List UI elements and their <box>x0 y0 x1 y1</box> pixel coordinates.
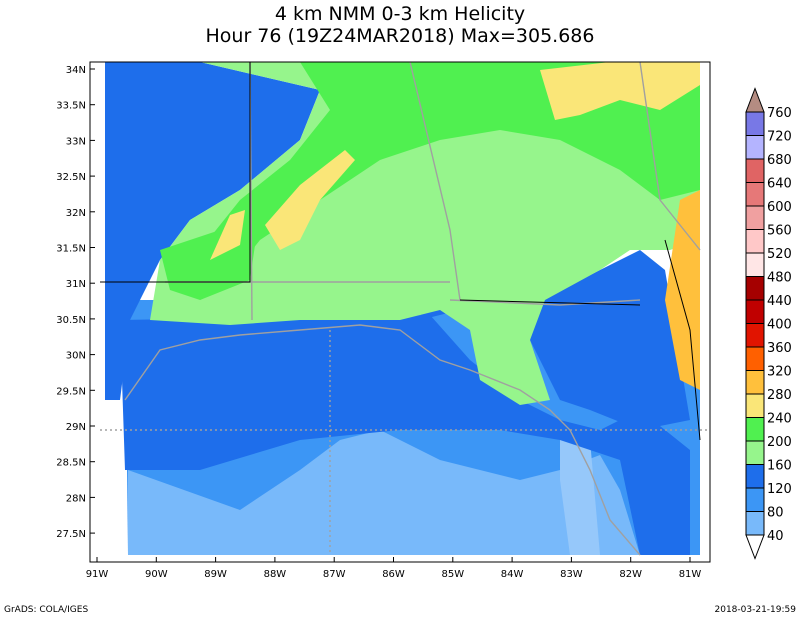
lat-label: 33N <box>66 136 86 147</box>
colorbar-box <box>745 323 765 348</box>
lon-label: 84W <box>501 569 524 580</box>
colorbar-box <box>745 135 765 160</box>
colorbar-label: 40 <box>767 529 784 544</box>
lon-label: 82W <box>619 569 642 580</box>
colorbar-label: 320 <box>767 365 792 380</box>
colorbar-box <box>745 511 765 536</box>
lat-label: 32N <box>66 208 86 219</box>
colorbar-box <box>745 417 765 442</box>
colorbar-label: 520 <box>767 247 792 262</box>
longitude-labels: 91W 90W 89W 88W 87W 86W 85W 84W 83W 82W 81W <box>86 557 702 580</box>
colorbar-label: 720 <box>767 130 792 145</box>
colorbar-box <box>745 111 765 136</box>
lat-label: 33.5N <box>56 101 86 112</box>
colorbar-label: 480 <box>767 271 792 286</box>
colorbar-box <box>745 205 765 230</box>
colorbar-box <box>745 252 765 277</box>
lon-label: 81W <box>679 569 702 580</box>
colorbar-label: 80 <box>767 506 784 521</box>
colorbar-box <box>745 370 765 395</box>
colorbar-label: 360 <box>767 341 792 356</box>
colorbar-label: 280 <box>767 388 792 403</box>
lat-label: 30N <box>66 351 86 362</box>
lat-label: 28.5N <box>56 458 86 469</box>
map-field <box>89 61 711 563</box>
footer-left: GrADS: COLA/IGES <box>4 605 88 615</box>
colorbar-label: 760 <box>767 106 792 121</box>
colorbar: 40 80 120 160 200 240 280 320 360 400 440 480 520 560… <box>745 87 792 560</box>
colorbar-box <box>745 487 765 512</box>
lat-label: 32.5N <box>56 172 86 183</box>
title-line-1: 4 km NMM 0-3 km Helicity <box>275 3 525 25</box>
colorbar-box <box>745 299 765 324</box>
lon-label: 85W <box>441 569 464 580</box>
lat-label: 31N <box>66 279 86 290</box>
lat-label: 29.5N <box>56 386 86 397</box>
colorbar-label: 240 <box>767 412 792 427</box>
lat-label: 28N <box>66 493 86 504</box>
lon-label: 83W <box>560 569 583 580</box>
colorbar-label: 440 <box>767 294 792 309</box>
colorbar-label: 160 <box>767 459 792 474</box>
colorbar-label: 560 <box>767 224 792 239</box>
lon-label: 91W <box>86 569 109 580</box>
colorbar-label: 120 <box>767 482 792 497</box>
colorbar-box <box>745 229 765 254</box>
lat-label: 29N <box>66 422 86 433</box>
colorbar-box <box>745 393 765 418</box>
colorbar-high <box>745 87 765 113</box>
colorbar-box <box>745 276 765 301</box>
colorbar-low <box>745 534 765 560</box>
colorbar-label: 200 <box>767 435 792 450</box>
colorbar-box <box>745 346 765 371</box>
lat-label: 31.5N <box>56 244 86 255</box>
colorbar-label: 600 <box>767 200 792 215</box>
lon-label: 90W <box>145 569 168 580</box>
footer-right: 2018-03-21-19:59 <box>715 605 797 615</box>
lat-label: 34N <box>66 65 86 76</box>
latitude-labels: 34N 33.5N 33N 32.5N 32N 31.5N 31N 30.5N 30N 29.5N… <box>56 65 95 540</box>
lon-label: 88W <box>264 569 287 580</box>
title-line-2: Hour 76 (19Z24MAR2018) Max=305.686 <box>206 25 595 47</box>
colorbar-box <box>745 182 765 207</box>
colorbar-box <box>745 464 765 489</box>
colorbar-box <box>745 158 765 183</box>
colorbar-label: 400 <box>767 318 792 333</box>
colorbar-label: 640 <box>767 177 792 192</box>
lon-label: 86W <box>382 569 405 580</box>
colorbar-label: 680 <box>767 153 792 168</box>
colorbar-box <box>745 440 765 465</box>
lat-label: 27.5N <box>56 529 86 540</box>
lat-label: 30.5N <box>56 315 86 326</box>
lon-label: 87W <box>323 569 346 580</box>
lon-label: 89W <box>204 569 227 580</box>
